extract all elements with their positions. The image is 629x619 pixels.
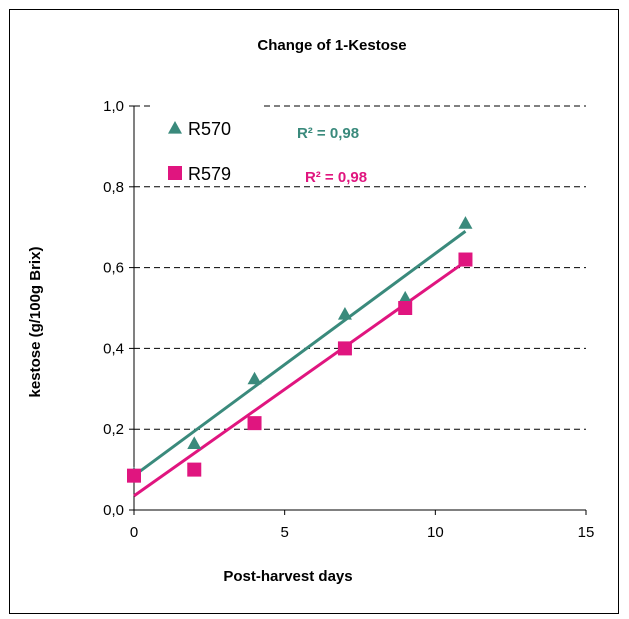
point-r579 (398, 301, 413, 315)
data-points (127, 216, 473, 483)
axes (129, 105, 587, 515)
y-tick-label: 0,2 (103, 421, 124, 438)
point-r570 (247, 371, 262, 385)
x-tick-label: 15 (578, 524, 595, 541)
r2-label-r570: R² = 0,98 (297, 125, 359, 142)
chart-frame: Change of 1-Kestose 0,0 0,2 0,4 0,6 0,8 1,0 0… (9, 9, 619, 614)
r2-label-r579: R² = 0,98 (305, 169, 367, 186)
trendline-r579 (133, 260, 467, 498)
chart-svg: Change of 1-Kestose 0,0 0,2 0,4 0,6 0,8 1,0 0… (27, 37, 595, 585)
trendlines (133, 230, 467, 498)
legend-label-r570: R570 (188, 119, 231, 139)
legend: R570 R579 (168, 119, 231, 184)
point-r570 (398, 290, 413, 304)
gridlines (134, 105, 586, 430)
x-tick-label: 5 (280, 524, 288, 541)
x-tick-label: 0 (130, 524, 138, 541)
y-tick-label: 0,0 (103, 502, 124, 519)
point-r570 (187, 436, 202, 449)
x-tick-labels: 0 5 10 15 (130, 524, 595, 541)
point-r570 (337, 307, 352, 320)
y-tick-labels: 0,0 0,2 0,4 0,6 0,8 1,0 (103, 98, 124, 519)
trendline-r570 (133, 230, 467, 477)
y-tick-label: 0,4 (103, 340, 124, 357)
legend-marker-r579 (168, 166, 182, 180)
y-axis-title: kestose (g/100g Brix) (27, 247, 44, 398)
legend-label-r579: R579 (188, 164, 231, 184)
y-tick-label: 1,0 (103, 98, 124, 115)
chart-title: Change of 1-Kestose (257, 37, 406, 54)
legend-marker-r570 (168, 121, 182, 134)
r2-labels: R² = 0,98 R² = 0,98 (297, 125, 367, 186)
point-r579 (247, 416, 262, 431)
point-r570 (458, 216, 473, 229)
y-tick-label: 0,8 (103, 179, 124, 196)
point-r579 (127, 468, 141, 483)
point-r579 (337, 341, 352, 356)
x-axis-title: Post-harvest days (223, 568, 352, 585)
y-tick-label: 0,6 (103, 260, 124, 277)
point-r579 (458, 252, 473, 267)
x-tick-label: 10 (427, 524, 444, 541)
point-r579 (187, 462, 202, 477)
